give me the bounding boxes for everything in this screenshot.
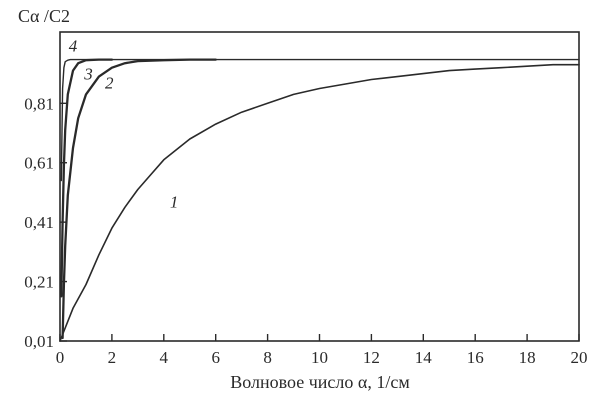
x-tick-label: 8	[263, 348, 272, 367]
axis-ticks	[59, 102, 580, 342]
x-tick-label: 14	[415, 348, 433, 367]
y-tick-label: 0,21	[24, 273, 54, 292]
y-tick-label: 0,61	[24, 154, 54, 173]
y-tick-label: 0,41	[24, 213, 54, 232]
x-axis-title: Волновое число α, 1/см	[230, 372, 409, 392]
series-line-4	[60, 58, 580, 182]
y-tick-label: 0,01	[24, 332, 54, 351]
series-label-3: 3	[83, 65, 93, 84]
series-label-4: 4	[69, 36, 78, 55]
x-tick-label: 16	[467, 348, 484, 367]
y-tick-label: 0,81	[24, 94, 54, 113]
x-tick-label: 18	[519, 348, 536, 367]
series-line-1	[59, 63, 580, 342]
y-axis-title: Cα /C2	[18, 6, 70, 26]
x-tick-label: 2	[108, 348, 117, 367]
plot-frame	[59, 31, 580, 342]
series-line-2	[61, 58, 217, 340]
series-label-1: 1	[170, 192, 179, 211]
x-tick-label: 4	[160, 348, 169, 367]
x-tick-label: 10	[311, 348, 328, 367]
x-tick-label: 20	[571, 348, 588, 367]
x-tick-label: 6	[211, 348, 220, 367]
x-tick-label: 12	[363, 348, 380, 367]
series-layer	[59, 58, 580, 342]
x-tick-label: 0	[56, 348, 65, 367]
labels-layer: 0 2 4 6 8 10 12 14 16 18 200,010,210,410,610,81123…	[24, 36, 587, 367]
series-label-2: 2	[105, 73, 114, 92]
